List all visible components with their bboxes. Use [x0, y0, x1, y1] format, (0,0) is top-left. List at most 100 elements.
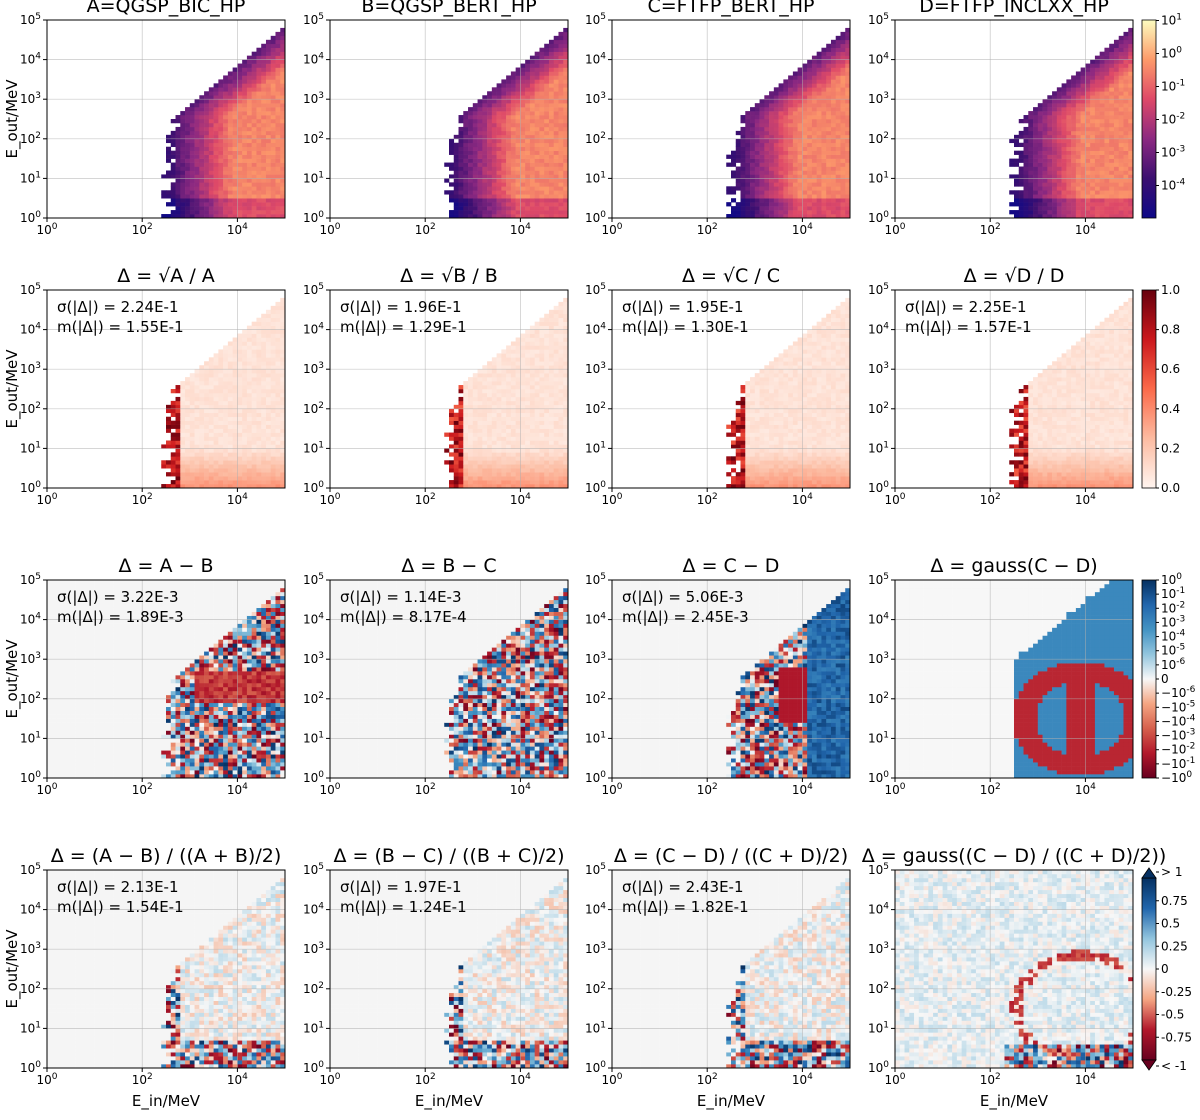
colorbar-tick-label: 10-2: [1161, 600, 1185, 615]
colorbar-tick-label: -0.5: [1161, 1008, 1184, 1022]
y-tick-label: 104: [303, 902, 324, 917]
panel-title: Δ = (A − B) / ((A + B)/2): [51, 845, 282, 867]
y-tick-label: 101: [585, 730, 606, 745]
y-tick-label: 101: [303, 1020, 324, 1035]
y-tick-label: 101: [303, 440, 324, 455]
x-tick-label: 100: [319, 782, 340, 797]
y-tick-label: 102: [303, 981, 324, 996]
x-tick-label: 100: [601, 1072, 622, 1087]
panel-title: B=QGSP_BERT_HP: [361, 0, 536, 17]
y-tick-label: 102: [868, 691, 889, 706]
colorbar-tick-label: 0.8: [1161, 323, 1180, 337]
y-tick-label: 102: [303, 401, 324, 416]
x-tick-label: 102: [415, 1072, 436, 1087]
y-tick-label: 105: [868, 572, 889, 587]
colorbar-tick-label: 0: [1161, 672, 1169, 686]
y-tick-label: 102: [585, 401, 606, 416]
y-tick-label: 104: [20, 52, 41, 67]
x-tick-label: 102: [980, 222, 1001, 237]
colorbar-tick-label: 0.4: [1161, 402, 1180, 416]
y-tick-label: 101: [585, 170, 606, 185]
stat-line: σ(|Δ|) = 1.96E-1: [340, 298, 462, 316]
colorbar-tick-label: 1.0: [1161, 283, 1180, 297]
y-tick-label: 103: [20, 941, 41, 956]
x-tick-label: 102: [132, 492, 153, 507]
stat-line: m(|Δ|) = 1.24E-1: [340, 898, 467, 916]
stat-line: m(|Δ|) = 1.54E-1: [57, 898, 184, 916]
x-tick-label: 100: [884, 782, 905, 797]
x-tick-label: 104: [227, 1072, 248, 1087]
colorbar-tick-label: 10-6: [1161, 657, 1186, 672]
x-tick-label: 104: [792, 1072, 813, 1087]
panel-title: Δ = B − C: [401, 555, 496, 577]
y-tick-label: 104: [20, 612, 41, 627]
y-tick-label: 101: [20, 730, 41, 745]
y-tick-label: 105: [303, 862, 324, 877]
x-tick-label: 104: [792, 222, 813, 237]
panel-title: Δ = gauss(C − D): [930, 555, 1097, 577]
y-tick-label: 103: [868, 91, 889, 106]
x-tick-label: 104: [1075, 222, 1096, 237]
panel-title: C=FTFP_BERT_HP: [648, 0, 815, 17]
y-tick-label: 105: [868, 12, 889, 27]
colorbar-tick-label: -0.75: [1161, 1030, 1192, 1044]
x-tick-label: 100: [884, 222, 905, 237]
y-tick-label: 105: [303, 282, 324, 297]
x-tick-label: 100: [601, 492, 622, 507]
y-tick-label: 105: [20, 862, 41, 877]
y-tick-label: 102: [868, 981, 889, 996]
stat-line: σ(|Δ|) = 2.13E-1: [57, 878, 179, 896]
stat-line: m(|Δ|) = 2.45E-3: [622, 608, 749, 626]
colorbar-tick-label: 0.6: [1161, 362, 1180, 376]
x-tick-label: 100: [601, 222, 622, 237]
stat-line: σ(|Δ|) = 2.24E-1: [57, 298, 179, 316]
colorbar-3: > 10.750.50.250-0.25-0.5-0.75< -1: [1142, 865, 1192, 1073]
y-tick-label: 105: [303, 572, 324, 587]
y-tick-label: 105: [20, 12, 41, 27]
y-tick-label: 104: [303, 612, 324, 627]
y-tick-label: 105: [20, 282, 41, 297]
y-tick-label: 103: [868, 651, 889, 666]
y-tick-label: 105: [868, 282, 889, 297]
y-tick-label: 102: [20, 131, 41, 146]
x-tick-label: 104: [227, 222, 248, 237]
y-tick-label: 104: [20, 902, 41, 917]
colorbar-tick-label: 100: [1161, 46, 1182, 61]
colorbars: 10110010-110-210-310-41.00.80.60.40.20.0…: [1142, 13, 1196, 1074]
stat-line: m(|Δ|) = 8.17E-4: [340, 608, 467, 626]
panel-title: Δ = A − B: [118, 555, 213, 577]
y-tick-label: 104: [303, 322, 324, 337]
x-tick-label: 104: [510, 492, 531, 507]
y-tick-label: 101: [868, 440, 889, 455]
y-tick-label: 102: [303, 131, 324, 146]
stat-line: σ(|Δ|) = 1.14E-3: [340, 588, 462, 606]
y-tick-label: 103: [585, 361, 606, 376]
colorbar-tick-label: −10-2: [1161, 742, 1195, 757]
colorbar-tick-label: −10-1: [1161, 756, 1195, 771]
y-tick-label: 101: [20, 440, 41, 455]
colorbar-tick-label: 10-2: [1161, 112, 1185, 127]
y-tick-label: 103: [868, 361, 889, 376]
y-tick-label: 102: [20, 691, 41, 706]
y-tick-label: 104: [585, 902, 606, 917]
panel-title: Δ = √C / C: [682, 265, 780, 287]
colorbar-tick-label: 0: [1161, 962, 1169, 976]
y-tick-label: 105: [585, 12, 606, 27]
x-tick-label: 104: [1075, 492, 1096, 507]
y-tick-label: 103: [303, 91, 324, 106]
panel-title: D=FTFP_INCLXX_HP: [919, 0, 1109, 17]
y-tick-label: 104: [868, 52, 889, 67]
y-tick-label: 103: [303, 651, 324, 666]
stat-line: m(|Δ|) = 1.30E-1: [622, 318, 749, 336]
y-tick-label: 102: [303, 691, 324, 706]
colorbar-gradient: [1142, 290, 1156, 488]
colorbar-tick-label: −100: [1161, 770, 1192, 785]
